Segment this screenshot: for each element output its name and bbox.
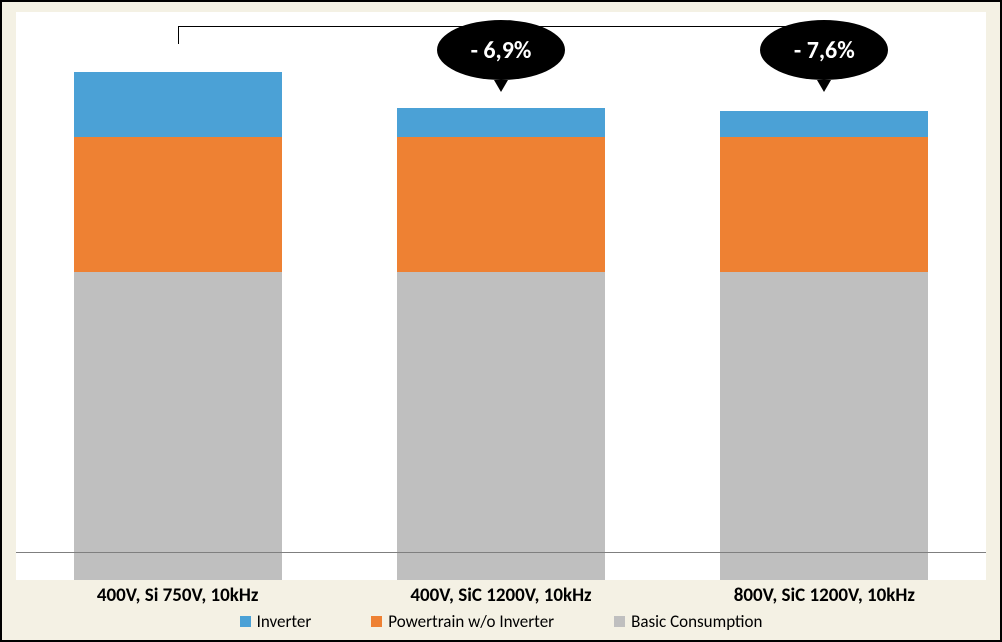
category-label: 800V, SiC 1200V, 10kHz: [663, 584, 986, 607]
bar-segment-powertrain: [74, 137, 282, 272]
bar-slot: [16, 12, 339, 580]
callout-bubble: - 7,6%: [760, 20, 888, 80]
legend-swatch-icon: [240, 616, 251, 627]
bars-container: [16, 12, 986, 580]
callout-text: - 7,6%: [794, 36, 855, 65]
plot-area: - 6,9% - 7,6%: [16, 12, 986, 580]
legend-item: Inverter: [240, 611, 312, 632]
stacked-bar: [720, 111, 928, 580]
callout-text: - 6,9%: [471, 36, 532, 65]
legend-swatch-icon: [371, 616, 382, 627]
x-axis-line: [16, 552, 986, 553]
bar-slot: [339, 12, 662, 580]
reduction-callout: - 7,6%: [760, 20, 888, 92]
legend-swatch-icon: [614, 616, 625, 627]
category-label: 400V, SiC 1200V, 10kHz: [339, 584, 662, 607]
reduction-callout: - 6,9%: [437, 20, 565, 92]
category-labels-row: 400V, Si 750V, 10kHz400V, SiC 1200V, 10k…: [16, 584, 986, 607]
connector-drop-origin: [178, 26, 179, 44]
callout-bubble: - 6,9%: [437, 20, 565, 80]
bar-slot: [663, 12, 986, 580]
arrow-down-icon: [494, 80, 508, 92]
legend-label: Inverter: [257, 611, 312, 632]
legend: Inverter Powertrain w/o Inverter Basic Con…: [16, 611, 986, 632]
bar-segment-basic: [74, 272, 282, 580]
bar-segment-inverter: [397, 108, 605, 138]
bar-segment-basic: [397, 272, 605, 580]
bar-segment-inverter: [720, 111, 928, 137]
chart-frame: - 6,9% - 7,6% 400V, Si 750V, 10kHz400V, S…: [0, 0, 1002, 642]
bar-segment-powertrain: [720, 137, 928, 272]
legend-item: Powertrain w/o Inverter: [371, 611, 554, 632]
stacked-bar: [74, 72, 282, 580]
category-label: 400V, Si 750V, 10kHz: [16, 584, 339, 607]
bar-segment-basic: [720, 272, 928, 580]
arrow-down-icon: [817, 80, 831, 92]
legend-item: Basic Consumption: [614, 611, 762, 632]
legend-label: Basic Consumption: [631, 611, 762, 632]
bar-segment-inverter: [74, 72, 282, 137]
legend-label: Powertrain w/o Inverter: [388, 611, 554, 632]
bar-segment-powertrain: [397, 137, 605, 272]
stacked-bar: [397, 108, 605, 581]
